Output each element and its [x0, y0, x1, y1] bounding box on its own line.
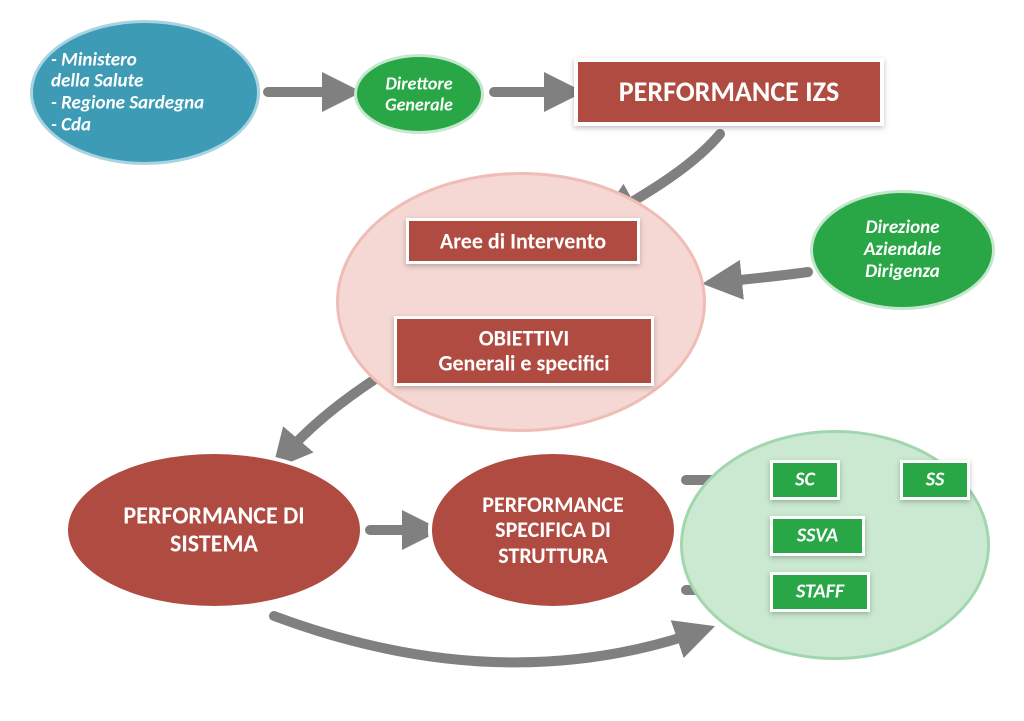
arrow-a12 [274, 616, 698, 662]
diagram-stage: - Ministero della Salute - Regione Sarde… [0, 0, 1024, 721]
label-sc: SC [776, 469, 834, 492]
label-performance_izs: PERFORMANCE IZS [593, 76, 865, 108]
node-direttore: Direttore Generale [354, 54, 484, 134]
label-perf_sistema: PERFORMANCE DI SISTEMA [83, 502, 346, 557]
node-obiettivi: OBIETTIVI Generali e specifici [394, 316, 654, 386]
node-pink_bg [336, 172, 706, 432]
label-ministero: - Ministero della Salute - Regione Sarde… [51, 49, 257, 136]
node-direzione: Direzione Aziendale Dirigenza [810, 190, 995, 310]
label-aree: Aree di Intervento [420, 228, 625, 253]
node-staff: STAFF [770, 572, 870, 612]
node-aree: Aree di Intervento [406, 218, 640, 264]
arrow-a6 [284, 372, 386, 456]
node-perf_sistema: PERFORMANCE DI SISTEMA [64, 450, 364, 610]
node-sc: SC [770, 460, 840, 500]
label-direttore: Direttore Generale [363, 73, 475, 114]
node-ss: SS [900, 460, 970, 500]
label-obiettivi: OBIETTIVI Generali e specifici [410, 326, 639, 377]
label-direzione: Direzione Aziendale Dirigenza [822, 217, 983, 283]
label-ss: SS [906, 469, 964, 492]
arrow-a4 [720, 272, 808, 282]
label-perf_struttura: PERFORMANCE SPECIFICA DI STRUTTURA [444, 492, 662, 568]
node-perf_struttura: PERFORMANCE SPECIFICA DI STRUTTURA [428, 450, 678, 610]
label-ssva: SSVA [777, 525, 857, 548]
label-staff: STAFF [778, 581, 863, 604]
node-performance_izs: PERFORMANCE IZS [574, 58, 884, 126]
node-ssva: SSVA [770, 516, 865, 556]
node-ministero: - Ministero della Salute - Regione Sarde… [30, 20, 260, 165]
